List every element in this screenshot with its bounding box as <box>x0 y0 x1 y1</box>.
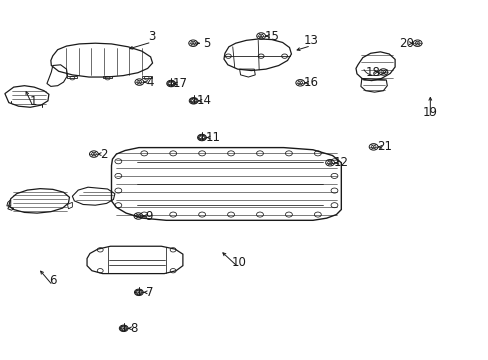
Text: 13: 13 <box>303 34 318 47</box>
Text: 15: 15 <box>264 30 279 42</box>
Text: 11: 11 <box>205 131 220 144</box>
Text: 2: 2 <box>100 148 107 161</box>
Text: 21: 21 <box>376 140 391 153</box>
Text: 14: 14 <box>197 94 211 107</box>
Text: 16: 16 <box>303 76 318 89</box>
Text: 9: 9 <box>145 210 153 222</box>
Text: 12: 12 <box>333 156 348 169</box>
Text: 5: 5 <box>202 37 210 50</box>
Text: 1: 1 <box>29 95 37 108</box>
Text: 17: 17 <box>172 77 187 90</box>
Text: 19: 19 <box>422 106 437 119</box>
Text: 10: 10 <box>231 256 245 269</box>
Text: 18: 18 <box>365 66 379 78</box>
Text: 8: 8 <box>130 322 138 335</box>
Text: 3: 3 <box>147 30 155 43</box>
Text: 6: 6 <box>49 274 57 287</box>
Text: 4: 4 <box>146 76 154 89</box>
Text: 7: 7 <box>145 286 153 299</box>
Text: 20: 20 <box>399 37 413 50</box>
